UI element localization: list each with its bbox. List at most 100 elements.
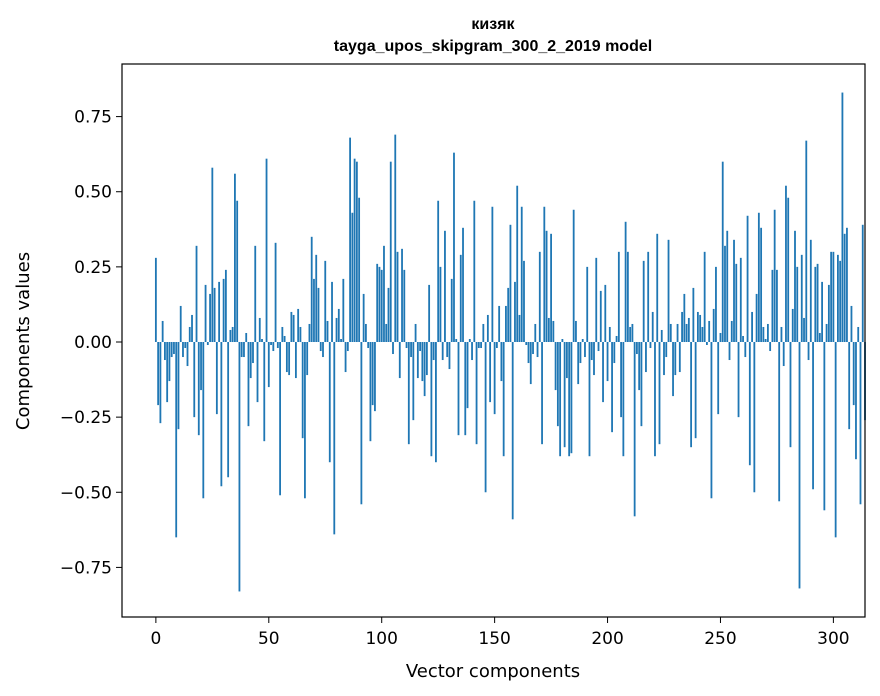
bar	[238, 342, 241, 592]
bar	[195, 245, 198, 342]
bar	[374, 342, 376, 412]
bar	[380, 269, 383, 342]
bar	[536, 342, 539, 358]
bar	[297, 308, 300, 342]
bar	[706, 342, 708, 346]
bar	[827, 284, 830, 342]
bar	[412, 342, 415, 421]
bar	[724, 245, 726, 342]
bar	[439, 266, 442, 343]
bar	[206, 342, 209, 346]
bar	[459, 254, 462, 343]
bar	[552, 320, 555, 342]
bar	[640, 342, 643, 427]
bar	[401, 248, 403, 342]
bar	[270, 342, 272, 346]
bar	[620, 342, 622, 418]
bar	[227, 342, 230, 478]
bar	[491, 206, 494, 342]
bar	[654, 342, 656, 457]
bar	[385, 323, 388, 342]
bar	[261, 339, 263, 343]
bar	[202, 342, 205, 499]
bar	[604, 284, 607, 342]
bar	[532, 342, 534, 355]
bar	[647, 251, 650, 342]
bar	[719, 332, 722, 343]
bar	[651, 311, 654, 342]
bar	[349, 137, 351, 342]
bar	[358, 197, 361, 342]
bar	[288, 342, 291, 376]
bar	[737, 342, 740, 418]
bar	[649, 342, 652, 349]
bar	[249, 342, 252, 379]
bar	[857, 326, 860, 343]
bar	[315, 254, 318, 343]
bar	[509, 224, 512, 342]
bar	[333, 342, 336, 535]
bar	[263, 342, 266, 442]
bar	[744, 342, 747, 358]
bar	[525, 342, 528, 346]
bar	[184, 342, 187, 349]
bar	[514, 281, 516, 342]
bar	[762, 326, 765, 343]
bar	[703, 251, 706, 342]
bar	[164, 342, 166, 361]
bar	[310, 236, 313, 342]
bar	[493, 342, 496, 415]
y-axis-ticks: −0.75 −0.50 −0.25 0.00 0.25 0.50 0.75	[60, 108, 122, 578]
bar	[606, 342, 609, 382]
bar	[396, 251, 399, 342]
bar	[317, 287, 320, 342]
bar	[669, 323, 672, 342]
bar	[322, 342, 324, 358]
bar	[188, 326, 191, 343]
bar	[776, 269, 778, 342]
bar	[428, 284, 431, 342]
bar	[516, 185, 519, 342]
x-axis-label: Vector components	[406, 661, 580, 682]
bar	[746, 215, 749, 342]
y-tick-label: −0.50	[60, 483, 112, 503]
bar	[179, 305, 182, 343]
bar	[633, 342, 636, 517]
bar	[410, 342, 412, 358]
x-tick-label: 200	[591, 629, 623, 649]
bar	[170, 342, 173, 358]
bar	[331, 281, 333, 342]
x-tick-label: 300	[817, 629, 849, 649]
bar	[299, 326, 302, 343]
bar	[173, 342, 175, 355]
bar	[789, 342, 792, 448]
bar	[518, 314, 521, 342]
bar	[825, 323, 828, 342]
bar	[656, 233, 659, 343]
bar	[482, 323, 485, 342]
bar	[371, 342, 374, 406]
bar	[807, 342, 810, 361]
bar	[437, 200, 440, 343]
bar	[760, 227, 763, 343]
bar	[475, 342, 478, 445]
bar	[351, 212, 354, 342]
y-tick-label: 0.75	[74, 108, 112, 128]
bar	[236, 200, 239, 343]
bar	[468, 339, 471, 343]
bar	[387, 287, 390, 342]
bar	[258, 317, 261, 342]
bar	[556, 342, 559, 427]
bar	[748, 342, 751, 466]
bar	[823, 342, 826, 511]
bar	[642, 260, 645, 343]
bar	[523, 260, 525, 343]
bar	[816, 263, 819, 342]
bar	[773, 209, 776, 342]
bar	[728, 342, 731, 361]
bar	[753, 342, 756, 493]
bar	[234, 173, 236, 342]
bar	[568, 342, 571, 457]
bar	[254, 245, 257, 342]
bar	[766, 323, 769, 342]
